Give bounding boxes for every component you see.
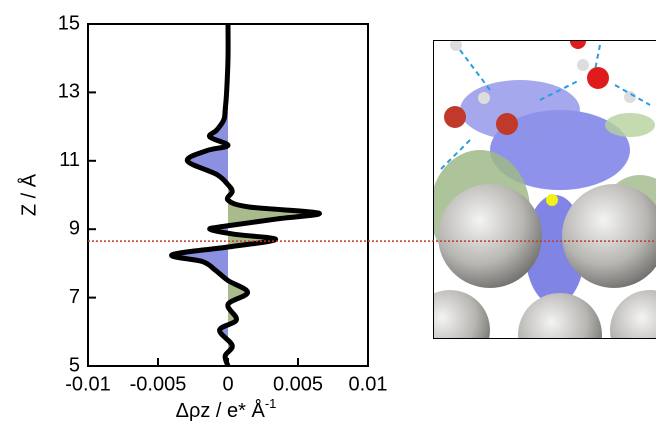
x-tick-label: -0.01 (65, 373, 111, 395)
y-tick-label: 7 (69, 286, 80, 308)
y-tick-label: 9 (69, 217, 80, 239)
y-tick-label: 13 (58, 81, 80, 103)
y-tick-label: 11 (59, 149, 80, 171)
line (172, 24, 320, 366)
x-axis-label-sup: -1 (265, 396, 277, 411)
x-tick-label: 0.005 (273, 373, 323, 395)
x-tick-label: 0 (222, 373, 233, 395)
y-axis-label: Z / Å (17, 173, 40, 216)
positive-area (172, 24, 320, 366)
figure: 579111315-0.01-0.00500.0050.01 Z / Å Δρz… (0, 0, 656, 439)
x-tick-label: 0.01 (349, 373, 388, 395)
negative-area (172, 24, 320, 366)
structure-render (410, 33, 656, 377)
x-axis-label: Δρz / e* Å-1 (176, 396, 277, 422)
x-axis-label-main: Δρz / e* Å (176, 399, 266, 422)
y-tick-label: 15 (58, 12, 80, 34)
x-tick-label: -0.005 (130, 373, 187, 395)
